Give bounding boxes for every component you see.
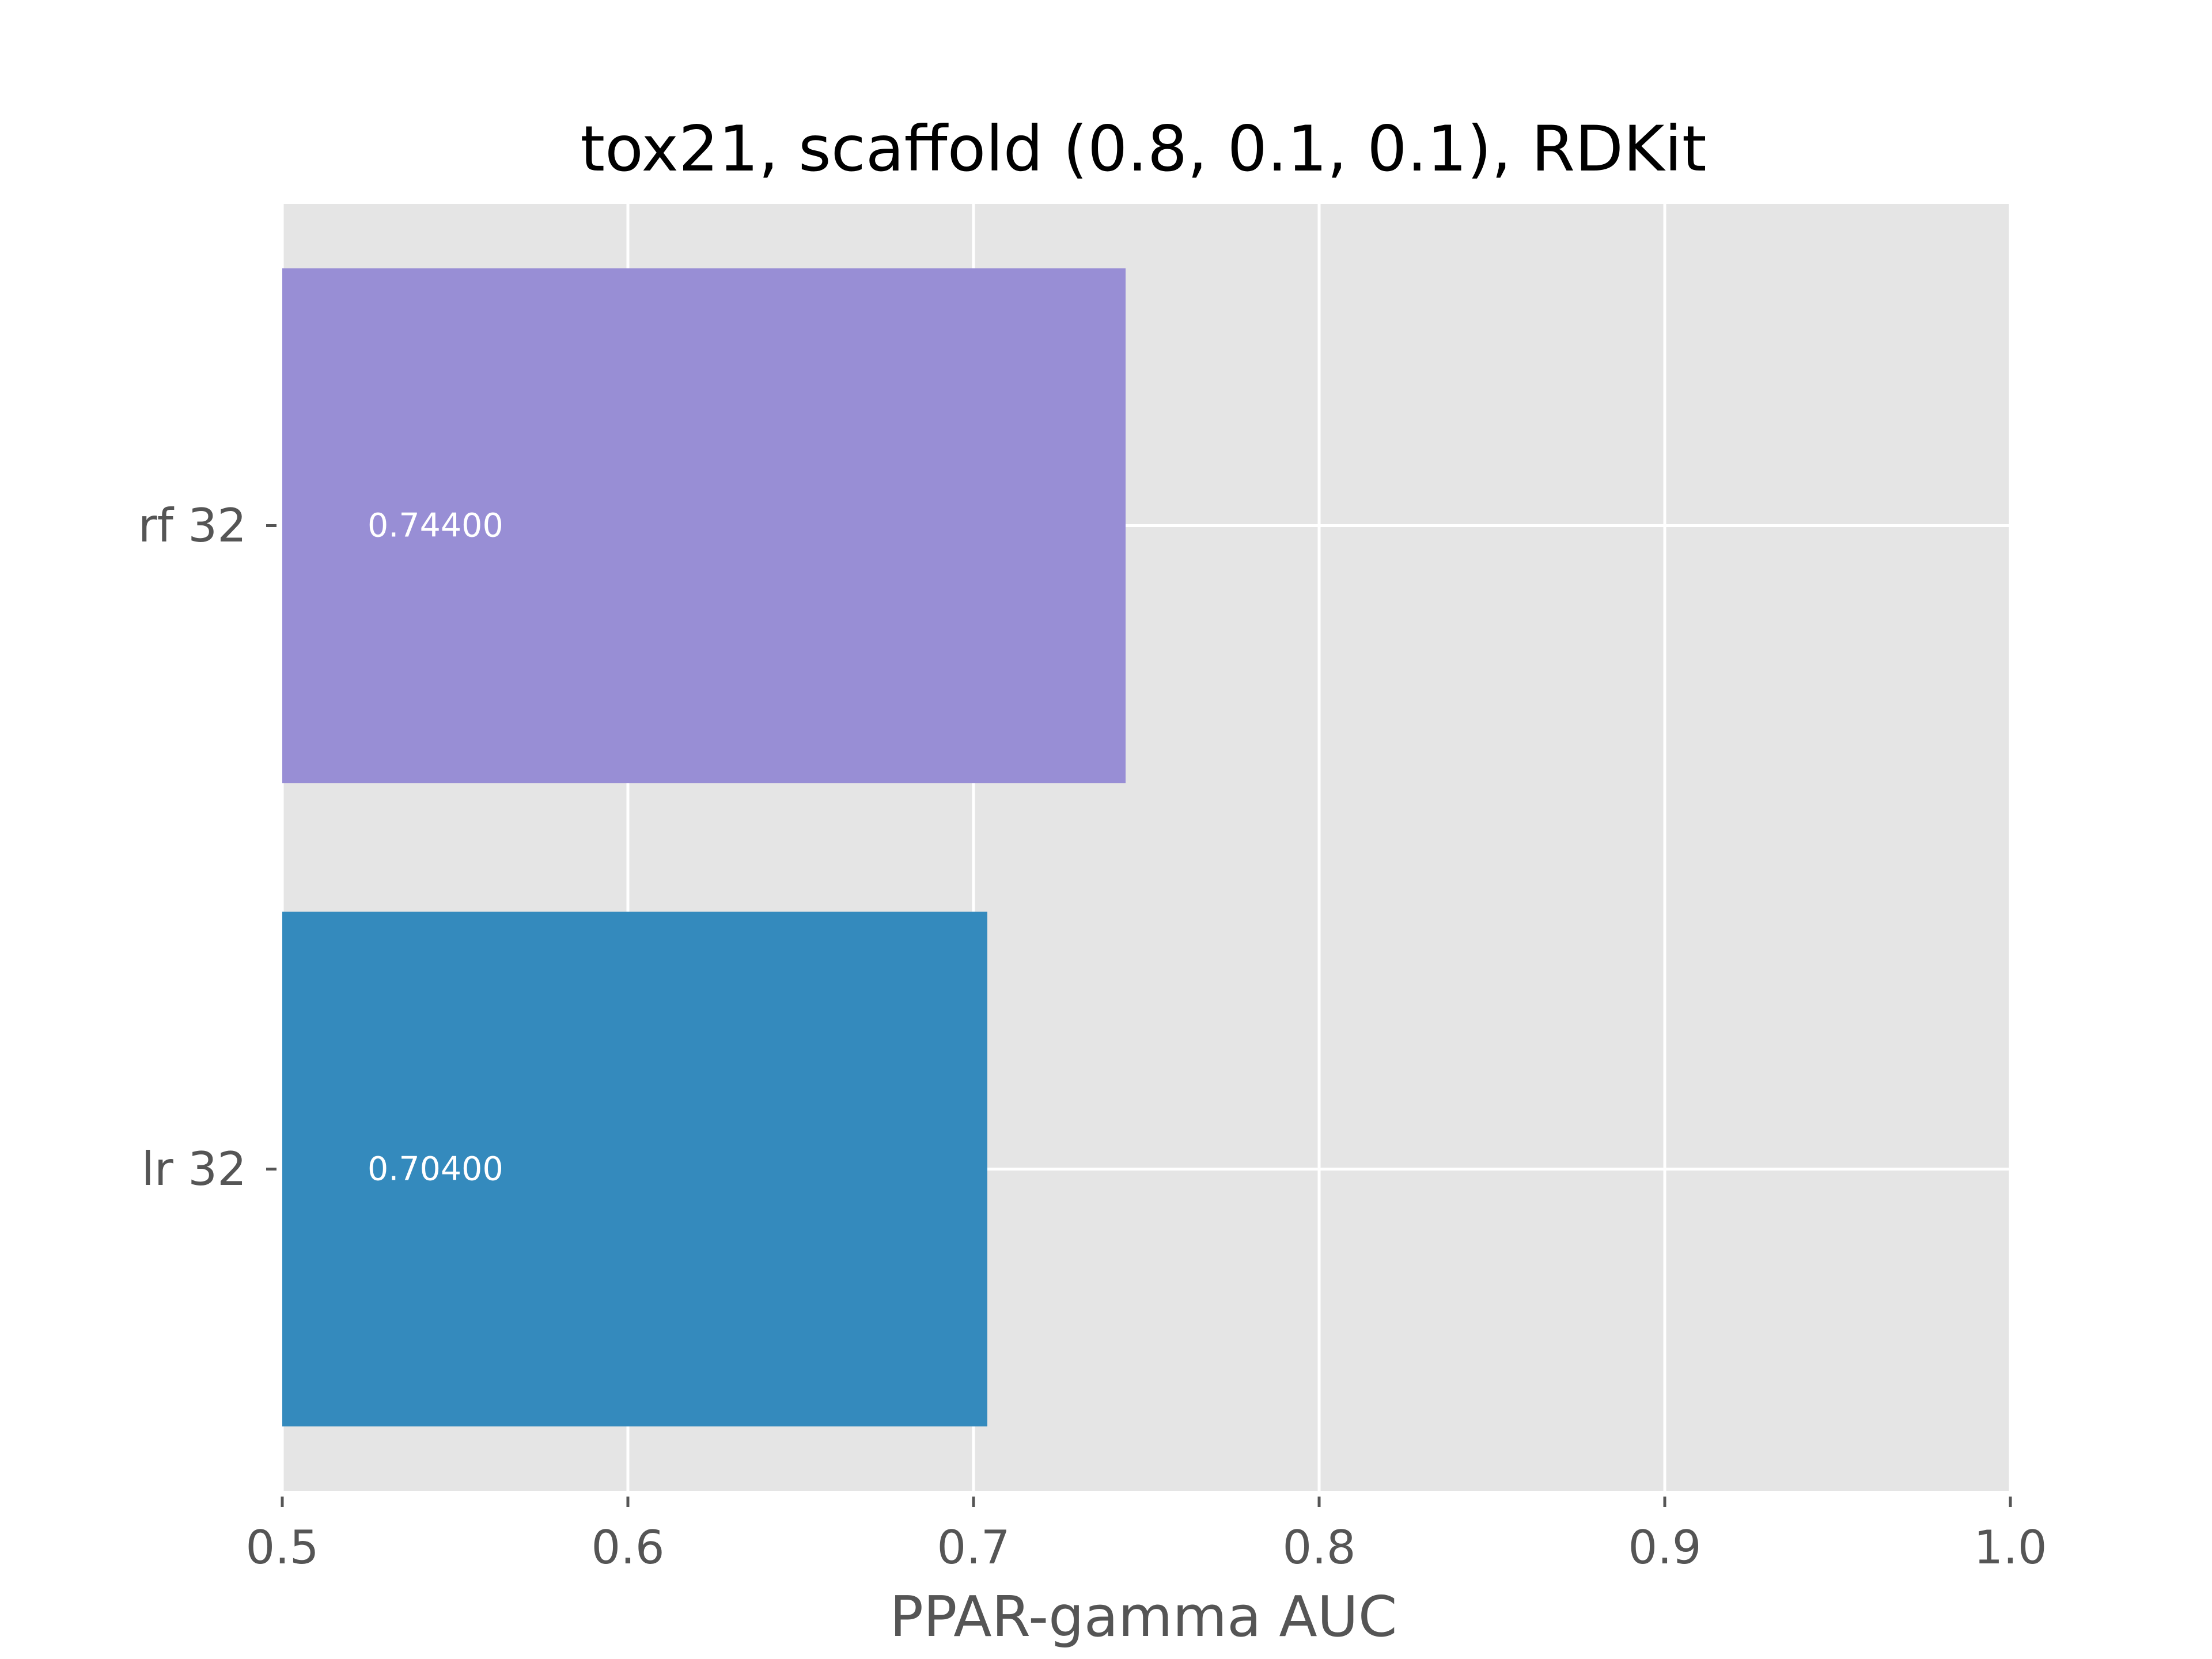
axis-ticks: rf 32 lr 32 0.5 0.6 0.7 0.8 0.9 1.0	[138, 499, 2047, 1574]
x-tick-label: 0.5	[245, 1521, 319, 1574]
bar-value-label: 0.70400	[368, 1150, 503, 1188]
bar-value-label: 0.74400	[368, 507, 503, 545]
chart-title: tox21, scaffold (0.8, 0.1, 0.1), RDKit	[580, 112, 1706, 185]
y-tick-label: rf 32	[138, 499, 247, 552]
x-tick-label: 0.7	[937, 1521, 1010, 1574]
y-tick-label: lr 32	[142, 1142, 247, 1196]
bars: 0.74400 0.70400	[282, 268, 1126, 1427]
x-axis-label: PPAR-gamma AUC	[890, 1584, 1397, 1649]
x-tick-label: 0.6	[591, 1521, 664, 1574]
x-tick-label: 1.0	[1974, 1521, 2047, 1574]
bar	[282, 911, 987, 1427]
x-tick-label: 0.8	[1282, 1521, 1355, 1574]
bar	[282, 268, 1126, 783]
x-tick-label: 0.9	[1628, 1521, 1701, 1574]
